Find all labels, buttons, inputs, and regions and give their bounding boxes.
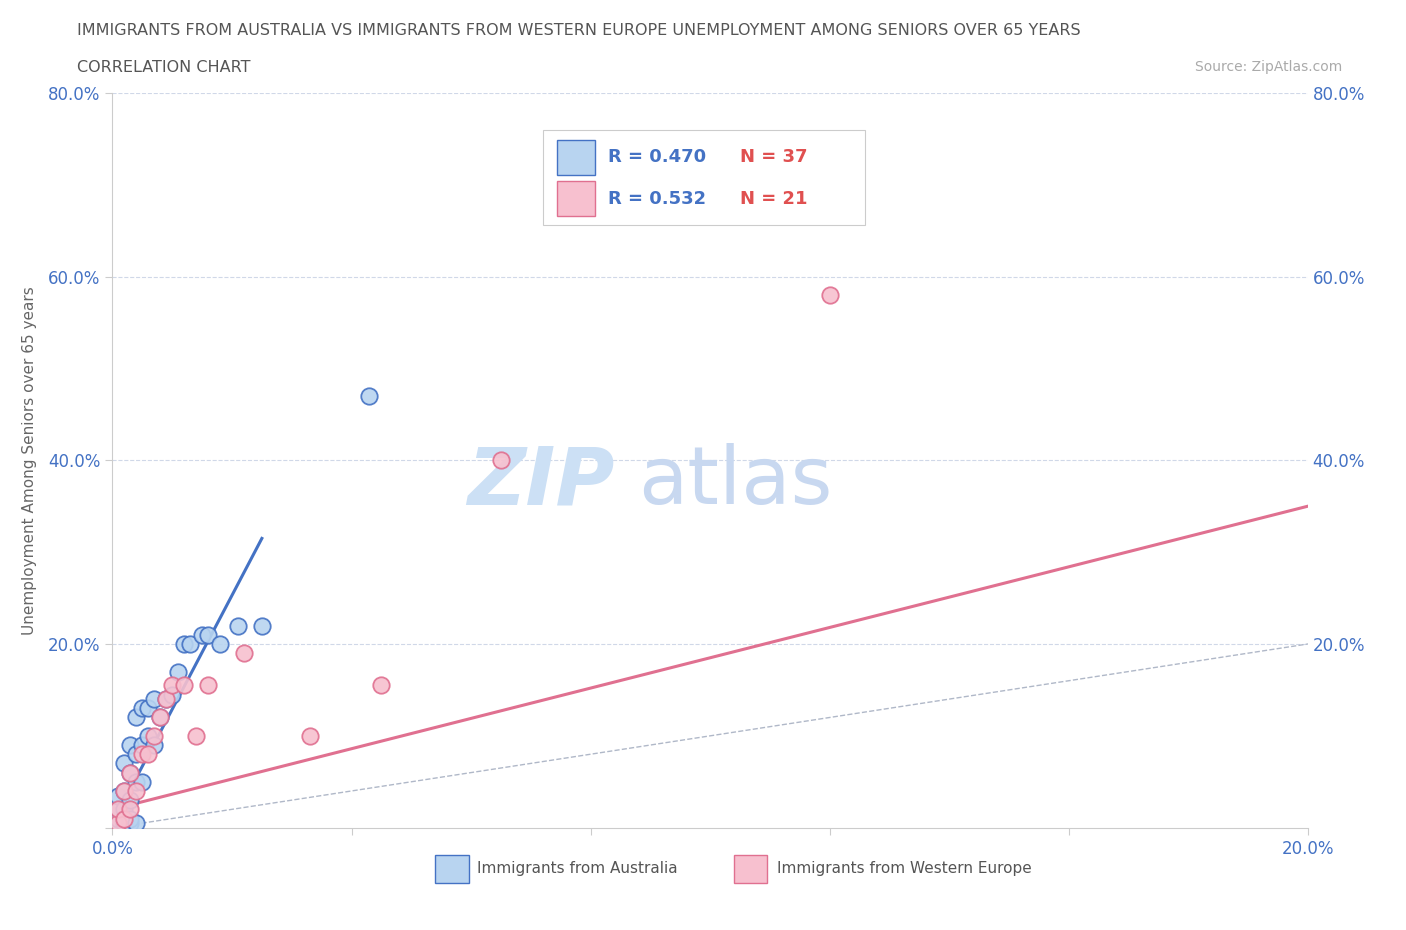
- Text: IMMIGRANTS FROM AUSTRALIA VS IMMIGRANTS FROM WESTERN EUROPE UNEMPLOYMENT AMONG S: IMMIGRANTS FROM AUSTRALIA VS IMMIGRANTS …: [77, 23, 1081, 38]
- Point: [167, 664, 190, 679]
- Point: [162, 687, 183, 702]
- Bar: [557, 181, 595, 217]
- Point: [120, 765, 142, 780]
- Y-axis label: Unemployment Among Seniors over 65 years: Unemployment Among Seniors over 65 years: [22, 286, 37, 634]
- Point: [173, 636, 195, 651]
- Text: Immigrants from Australia: Immigrants from Australia: [477, 861, 678, 876]
- Point: [149, 711, 172, 725]
- Point: [120, 816, 142, 830]
- Point: [179, 636, 201, 651]
- Point: [114, 756, 135, 771]
- Point: [131, 747, 153, 762]
- Point: [818, 287, 841, 302]
- Bar: [557, 140, 595, 175]
- Point: [107, 811, 129, 826]
- Point: [120, 737, 142, 752]
- Point: [131, 775, 153, 790]
- Text: Immigrants from Western Europe: Immigrants from Western Europe: [778, 861, 1032, 876]
- Text: atlas: atlas: [638, 444, 832, 522]
- Point: [209, 636, 232, 651]
- Text: ZIP: ZIP: [467, 444, 614, 522]
- Point: [359, 389, 381, 404]
- Point: [125, 816, 148, 830]
- Point: [138, 701, 160, 716]
- Text: N = 21: N = 21: [740, 190, 807, 207]
- Point: [114, 811, 135, 826]
- Point: [125, 783, 148, 798]
- Point: [298, 728, 321, 743]
- Point: [120, 765, 142, 780]
- Point: [125, 711, 148, 725]
- Point: [143, 692, 166, 707]
- Text: Source: ZipAtlas.com: Source: ZipAtlas.com: [1195, 60, 1343, 74]
- FancyBboxPatch shape: [543, 130, 866, 225]
- Text: N = 37: N = 37: [740, 148, 807, 166]
- Text: CORRELATION CHART: CORRELATION CHART: [77, 60, 250, 75]
- Point: [114, 816, 135, 830]
- Point: [143, 737, 166, 752]
- Point: [120, 792, 142, 807]
- Point: [107, 802, 129, 817]
- Point: [107, 816, 129, 830]
- Point: [125, 775, 148, 790]
- Point: [233, 645, 256, 660]
- Point: [370, 678, 392, 693]
- Point: [107, 802, 129, 817]
- Point: [120, 802, 142, 817]
- Point: [107, 788, 129, 803]
- Text: R = 0.470: R = 0.470: [609, 148, 707, 166]
- Point: [131, 701, 153, 716]
- Point: [149, 711, 172, 725]
- Point: [226, 618, 249, 633]
- Point: [191, 628, 214, 643]
- Bar: [436, 855, 468, 883]
- Point: [107, 816, 129, 830]
- Point: [186, 728, 208, 743]
- Point: [155, 692, 177, 707]
- Point: [173, 678, 195, 693]
- Point: [114, 783, 135, 798]
- Point: [143, 728, 166, 743]
- Bar: [734, 855, 768, 883]
- Point: [155, 692, 177, 707]
- Point: [138, 747, 160, 762]
- Point: [162, 678, 183, 693]
- Point: [120, 811, 142, 826]
- Point: [114, 783, 135, 798]
- Point: [197, 678, 219, 693]
- Point: [250, 618, 273, 633]
- Point: [131, 737, 153, 752]
- Point: [125, 747, 148, 762]
- Point: [114, 811, 135, 826]
- Point: [138, 728, 160, 743]
- Point: [197, 628, 219, 643]
- Point: [489, 453, 512, 468]
- Text: R = 0.532: R = 0.532: [609, 190, 707, 207]
- Point: [114, 802, 135, 817]
